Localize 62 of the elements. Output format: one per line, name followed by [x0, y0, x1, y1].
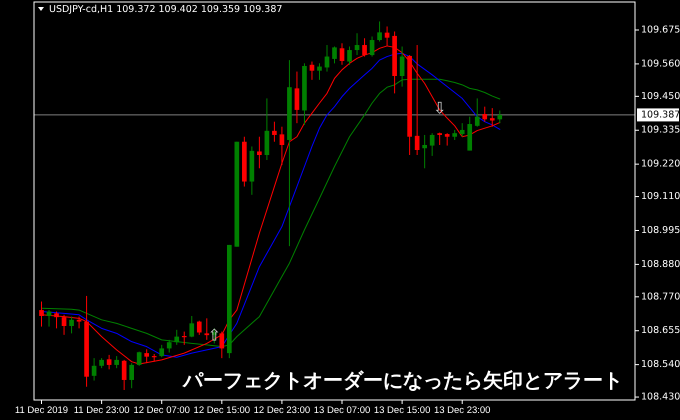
candlestick — [460, 122, 465, 138]
candlestick — [497, 110, 502, 124]
candlestick — [354, 32, 360, 56]
candlestick — [257, 136, 262, 169]
candlestick — [370, 36, 374, 58]
y-tick-label: 109.335 — [641, 124, 680, 136]
x-tick-label: 11 Dec 2019 — [14, 405, 68, 416]
candlestick — [324, 44, 330, 72]
candlestick — [347, 46, 352, 66]
candlestick — [317, 62, 322, 80]
y-tick-label: 109.220 — [641, 158, 680, 170]
candlestick — [474, 98, 480, 128]
candlestick — [430, 132, 434, 156]
candlestick — [196, 320, 202, 336]
x-tick-label: 11 Dec 23:00 — [74, 405, 130, 416]
candlestick — [219, 331, 224, 359]
candlestick — [54, 311, 59, 329]
candlestick — [92, 358, 96, 382]
x-tick-label: 12 Dec 23:00 — [254, 405, 310, 416]
candlestick — [122, 359, 126, 390]
candlestick — [444, 132, 450, 146]
y-tick-label: 108.995 — [641, 224, 680, 236]
candlestick — [114, 356, 119, 369]
y-tick-label: 108.880 — [641, 258, 680, 270]
y-tick-label: 108.540 — [641, 359, 680, 370]
candlestick — [422, 134, 427, 169]
x-tick-label: 12 Dec 15:00 — [194, 405, 250, 416]
y-tick-label: 109.560 — [641, 58, 680, 70]
x-tick-label: 13 Dec 15:00 — [374, 405, 430, 416]
y-tick-label: 108.655 — [641, 325, 680, 336]
candlestick — [99, 358, 104, 369]
y-tick-label: 108.430 — [641, 392, 680, 403]
candlestick — [294, 71, 300, 124]
candlestick — [136, 351, 142, 366]
annotation: パーフェクトオーダーになったら矢印とアラート — [182, 369, 623, 392]
candlestick — [272, 121, 277, 142]
candlestick — [69, 316, 74, 334]
candlestick — [377, 20, 382, 42]
chart-title: USDJPY-cd,H1 109.372 109.402 109.359 109.387 — [49, 4, 282, 15]
candlestick — [490, 108, 495, 128]
x-tick-label: 13 Dec 07:00 — [314, 405, 370, 416]
candlestick — [106, 354, 112, 370]
y-tick-label: 109.675 — [641, 24, 680, 36]
candlestick — [452, 129, 458, 140]
ref-line-label: 109.387 — [641, 109, 680, 120]
candlestick — [482, 106, 488, 122]
candlestick — [129, 362, 134, 389]
candlestick — [437, 132, 442, 146]
x-tick-label: 12 Dec 07:00 — [133, 405, 190, 416]
y-tick-label: 109.450 — [641, 90, 680, 102]
candlestick — [332, 46, 337, 64]
candlestick — [340, 42, 344, 66]
candlestick — [159, 344, 164, 358]
candlestick — [189, 315, 194, 338]
candlestick — [76, 316, 82, 329]
y-tick-label: 109.110 — [641, 191, 680, 202]
candlestick — [310, 61, 314, 80]
y-tick-label: 108.770 — [641, 291, 680, 302]
x-tick-label: 13 Dec 23:00 — [434, 405, 490, 416]
candlestick — [280, 126, 284, 166]
candlestick — [46, 310, 52, 328]
candlestick — [62, 314, 66, 336]
